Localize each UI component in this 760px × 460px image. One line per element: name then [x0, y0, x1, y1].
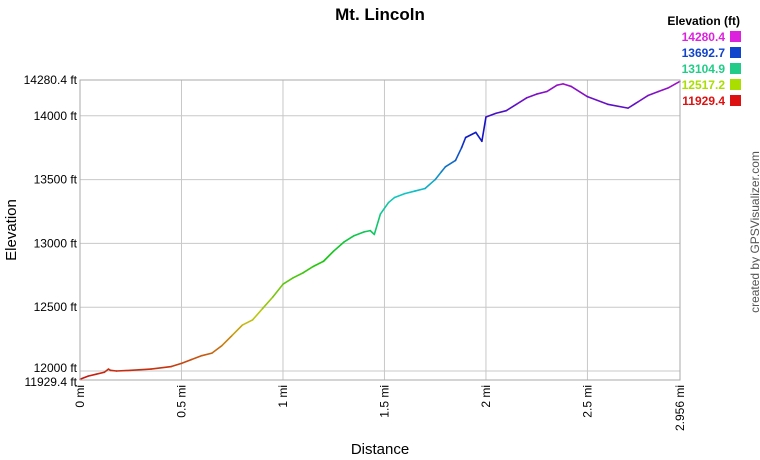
elevation-segment [647, 90, 660, 97]
elevation-segment [272, 283, 284, 298]
elevation-segment [79, 375, 89, 381]
elevation-segment [241, 319, 254, 326]
legend-swatch [730, 31, 741, 42]
elevation-segment [667, 80, 681, 89]
elevation-segment [434, 171, 443, 181]
y-tick-label: 13000 ft [34, 236, 78, 250]
elevation-segment [515, 97, 528, 106]
x-tick-label: 1.5 mi [377, 385, 391, 418]
elevation-segment [322, 250, 335, 263]
x-axis-label: Distance [351, 441, 409, 458]
elevation-segment [657, 86, 670, 93]
y-tick-label: 13500 ft [34, 173, 78, 187]
elevation-segment [464, 131, 477, 139]
elevation-segment [393, 192, 406, 199]
elevation-segment [200, 352, 213, 357]
y-tick-label: 12500 ft [34, 300, 78, 314]
elevation-segment [495, 109, 508, 115]
y-tick-label: 14000 ft [34, 109, 78, 123]
elevation-segment [403, 190, 416, 195]
legend-entry-label: 13692.7 [682, 46, 726, 60]
plot-frame [80, 80, 680, 380]
plot-border [79, 79, 681, 381]
y-axis-label: Elevation [3, 199, 20, 261]
x-tick-label: 0.5 mi [174, 385, 188, 418]
elevation-segment [460, 136, 467, 149]
elevation-segment [440, 166, 447, 173]
legend-entry-label: 11929.4 [682, 94, 725, 108]
elevation-segment [150, 365, 173, 370]
elevation-segment [231, 324, 244, 337]
elevation-segment [369, 229, 376, 236]
y-tick-label: 14280.4 ft [24, 73, 78, 87]
elevation-segment [475, 131, 483, 143]
elevation-segment [115, 369, 132, 372]
elevation-segment [424, 178, 437, 190]
elevation-segment [414, 187, 426, 192]
elevation-segment [211, 344, 223, 354]
legend-entry-label: 12517.2 [682, 78, 726, 92]
y-tick-label: 12000 ft [34, 361, 78, 375]
elevation-segment [481, 116, 487, 143]
elevation-segment [170, 362, 183, 368]
x-tick-label: 2.5 mi [580, 385, 594, 418]
legend-swatch [730, 47, 741, 58]
elevation-segment [505, 103, 518, 112]
elevation-segment [261, 296, 274, 310]
elevation-segment [562, 83, 573, 88]
elevation-segment [109, 369, 118, 372]
elevation-segment [302, 265, 315, 274]
elevation-segment [454, 146, 463, 162]
y-tick-label: 11929.4 ft [25, 375, 78, 389]
elevation-segment [535, 90, 548, 95]
legend-swatch [730, 79, 741, 90]
legend-title: Elevation (ft) [667, 14, 740, 28]
elevation-segment [221, 334, 234, 347]
chart-title: Mt. Lincoln [335, 5, 425, 24]
legend: Elevation (ft) 14280.4 13692.7 13104.9 1251… [667, 14, 741, 108]
elevation-segment [353, 231, 365, 237]
elevation-segment [190, 354, 203, 361]
legend-swatch [730, 95, 741, 106]
elevation-line [79, 80, 681, 381]
elevation-segment [363, 229, 372, 233]
elevation-segment [546, 84, 558, 93]
elevation-segment [525, 93, 538, 99]
elevation-segment [180, 358, 193, 365]
x-axis-ticks: 0 mi 0.5 mi 1 mi 1.5 mi 2 mi 2.5 mi 2.956 mi [73, 385, 687, 431]
elevation-segment [373, 213, 382, 236]
elevation-segment [292, 271, 305, 279]
elevation-segment [387, 196, 396, 204]
elevation-segment [343, 234, 355, 243]
x-tick-label: 1 mi [276, 385, 290, 408]
legend-swatch [730, 63, 741, 74]
legend-entry-label: 13104.9 [682, 62, 726, 76]
elevation-segment [251, 307, 264, 321]
elevation-segment [606, 103, 629, 109]
elevation-segment [485, 112, 497, 118]
x-tick-label: 2 mi [479, 385, 493, 408]
elevation-segment [379, 201, 390, 215]
x-tick-label: 0 mi [73, 385, 87, 408]
elevation-segment [95, 371, 106, 375]
x-tick-label: 2.956 mi [673, 385, 687, 431]
elevation-segment [282, 277, 294, 286]
elevation-segment [103, 368, 110, 374]
elevation-segment [312, 260, 325, 268]
elevation-segment [570, 85, 589, 98]
elevation-segment [586, 95, 609, 106]
elevation-segment [627, 100, 639, 109]
legend-entry-label: 14280.4 [682, 30, 726, 44]
elevation-segment [444, 159, 457, 168]
elevation-segment [556, 83, 564, 86]
elevation-segment [87, 373, 98, 377]
elevation-segment [332, 241, 345, 252]
elevation-segment [129, 368, 152, 372]
credit-text: created by GPSVisualizer.com [748, 151, 760, 313]
elevation-segment [637, 94, 650, 103]
